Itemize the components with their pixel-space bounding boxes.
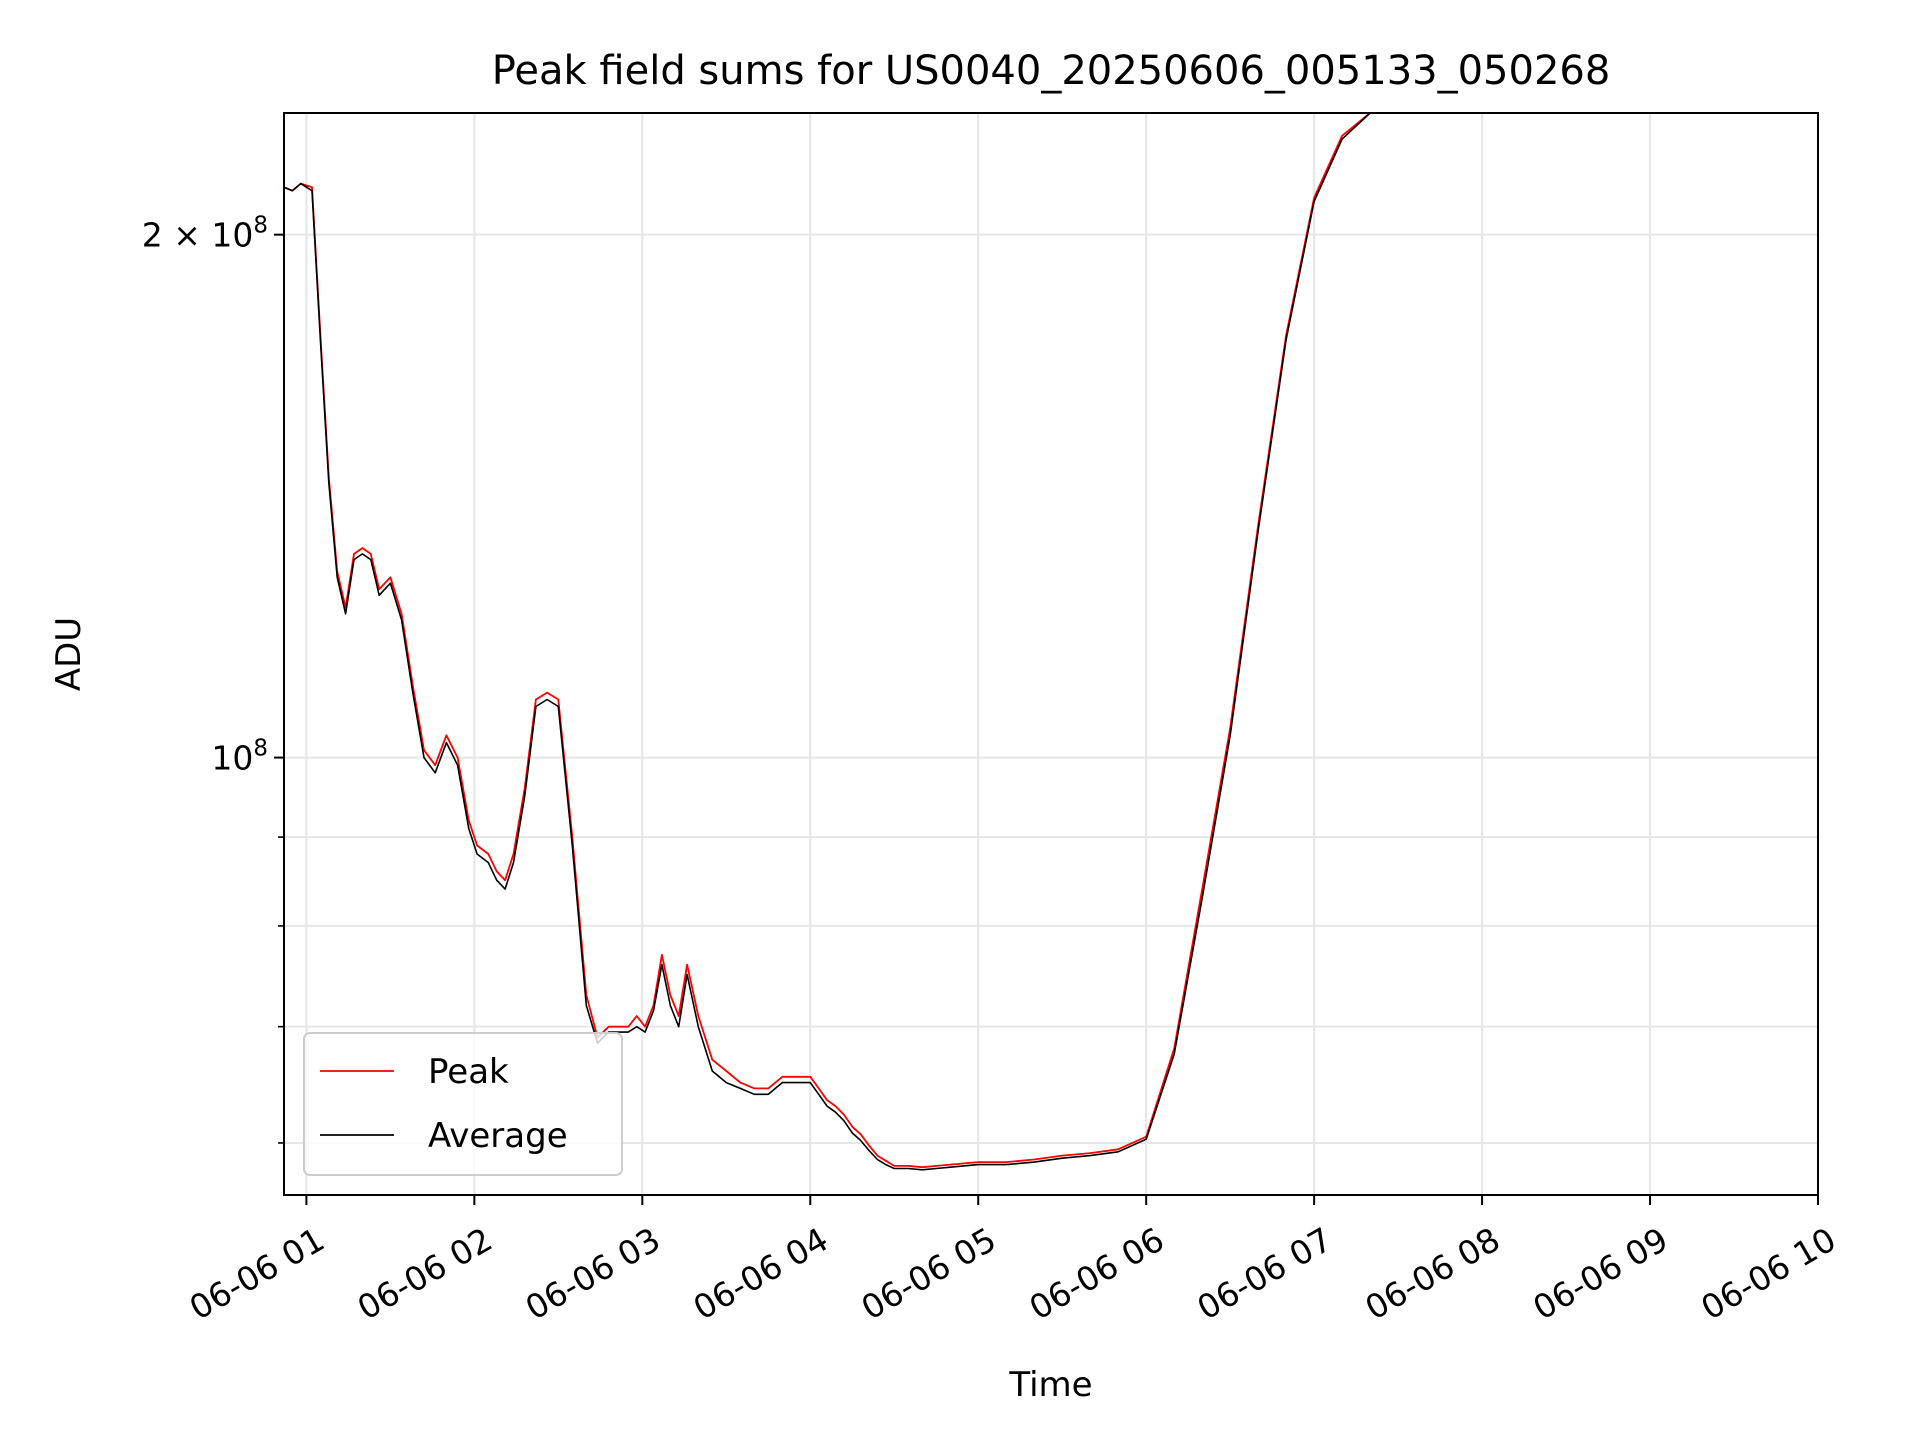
y-axis-label: ADU [49, 617, 89, 691]
x-tick-label: 06-06 09 [1526, 1220, 1674, 1328]
legend: Peak Average [303, 1032, 623, 1176]
x-tick-label: 06-06 06 [1023, 1220, 1171, 1328]
legend-label-average: Average [428, 1116, 568, 1156]
x-tick-label: 06-06 07 [1191, 1220, 1339, 1328]
series-line-average [283, 112, 1371, 1171]
series-line-peak [283, 112, 1371, 1169]
y-tick-label: 108 [211, 736, 268, 778]
x-tick-label: 06-06 08 [1358, 1220, 1506, 1328]
plot-area-frame [283, 112, 1819, 1196]
x-tick-label: 06-06 04 [687, 1220, 835, 1328]
x-tick-label: 06-06 03 [519, 1220, 667, 1328]
x-axis-label: Time [1008, 1365, 1092, 1405]
legend-box [303, 1032, 623, 1176]
x-tick-label: 06-06 10 [1694, 1220, 1842, 1328]
x-tick-label: 06-06 01 [183, 1220, 331, 1328]
legend-label-peak: Peak [428, 1052, 509, 1092]
y-tick-label: 2 × 108 [142, 213, 268, 255]
x-tick-label: 06-06 02 [351, 1220, 499, 1328]
chart-title: Peak field sums for US0040_20250606_0051… [492, 48, 1611, 94]
x-tick-label: 06-06 05 [855, 1220, 1003, 1328]
series-layer [283, 112, 1371, 1171]
